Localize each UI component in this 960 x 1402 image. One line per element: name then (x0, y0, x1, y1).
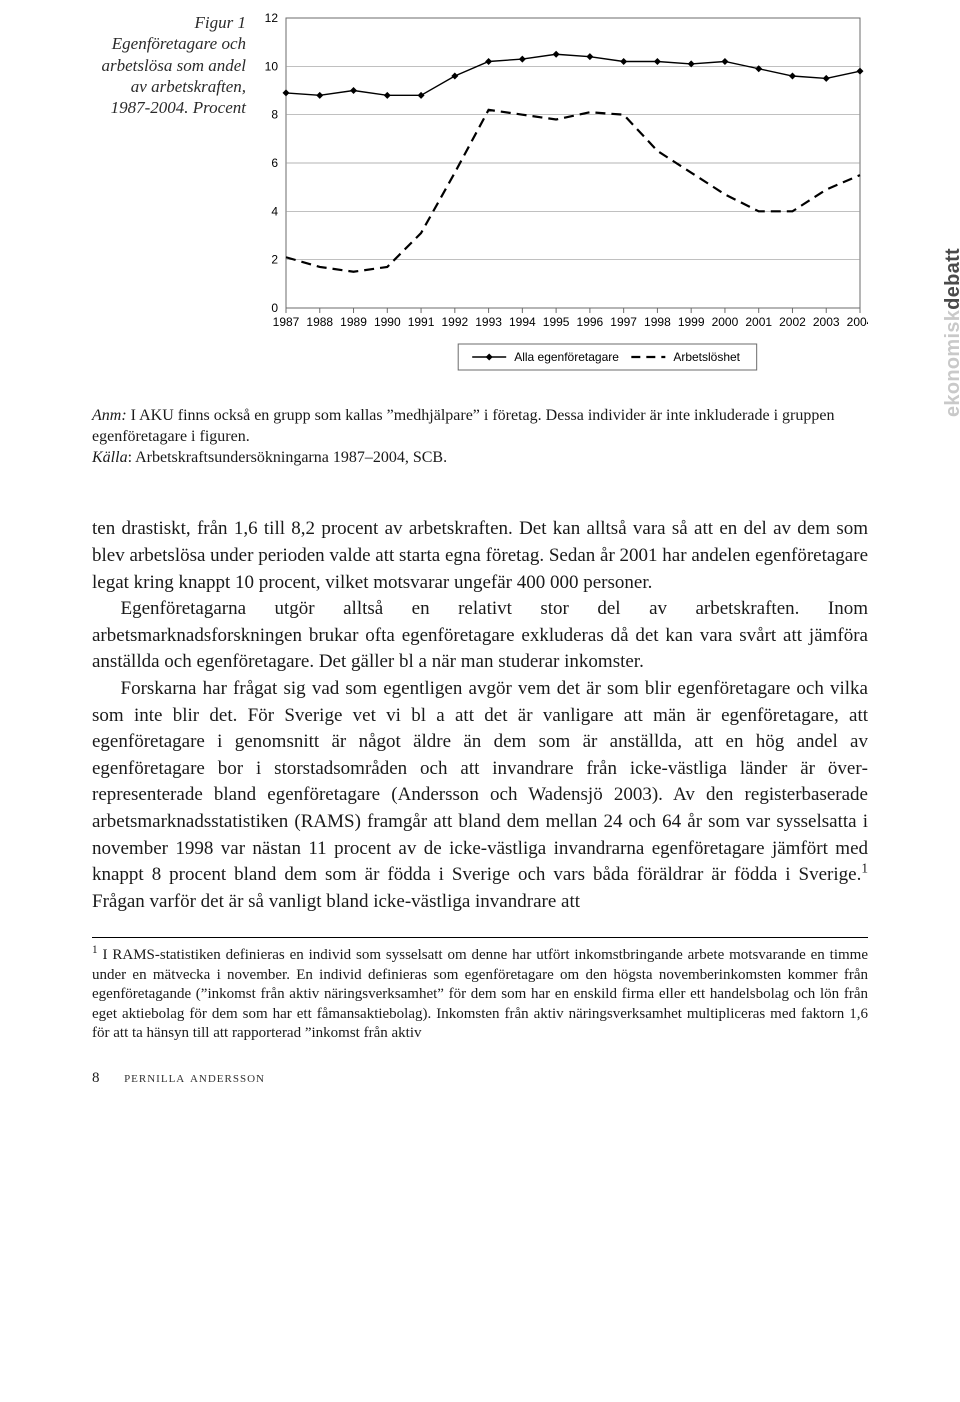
svg-text:1996: 1996 (577, 315, 604, 329)
svg-text:1993: 1993 (475, 315, 502, 329)
svg-text:2: 2 (271, 253, 278, 267)
svg-text:1987: 1987 (273, 315, 300, 329)
svg-text:1995: 1995 (543, 315, 570, 329)
body-paragraph: ten drastiskt, från 1,6 till 8,2 procent… (92, 516, 868, 596)
svg-text:1988: 1988 (306, 315, 333, 329)
svg-text:2003: 2003 (813, 315, 840, 329)
figure-caption-line: Egenföretagare och (112, 34, 246, 53)
sidebar-journal-name: ekonomiskdebatt (942, 248, 960, 417)
svg-text:8: 8 (271, 108, 278, 122)
svg-text:12: 12 (265, 11, 279, 25)
body-span: Forskarna har frågat sig vad som egentli… (92, 678, 868, 885)
page-number: 8 (92, 1070, 120, 1087)
svg-text:Arbetslöshet: Arbetslöshet (673, 350, 740, 364)
page-footer: 8 pernilla andersson (92, 1070, 868, 1087)
note-anm-text: I AKU finns också en grupp som kallas ”m… (92, 407, 834, 445)
figure-number: Figur 1 (195, 13, 246, 32)
svg-text:2001: 2001 (745, 315, 772, 329)
sidebar-dark: debatt (942, 248, 960, 310)
figure-caption-line: arbetslösa som andel (102, 56, 247, 75)
svg-text:1998: 1998 (644, 315, 671, 329)
body-paragraph: Egenföretagarna utgör alltså en relativt… (92, 596, 868, 676)
svg-text:1994: 1994 (509, 315, 536, 329)
body-span: Frågan varför det är så vanligt bland ic… (92, 891, 580, 912)
svg-text:6: 6 (271, 156, 278, 170)
svg-text:1999: 1999 (678, 315, 705, 329)
footnote-block: 1 I RAMS-statistiken definieras en indiv… (92, 946, 868, 1044)
note-kalla-text: : Arbetskraftsundersökningarna 1987–2004… (128, 449, 448, 466)
line-chart: 0 2 4 6 8 10 12 1987 1988 1989 1990 1991 1992 1993 199… (254, 10, 868, 380)
svg-text:1991: 1991 (408, 315, 435, 329)
figure-caption: Figur 1 Egenföretagare och arbetslösa so… (92, 10, 254, 118)
svg-text:1992: 1992 (441, 315, 468, 329)
svg-text:0: 0 (271, 301, 278, 315)
footnote-ref: 1 (861, 861, 868, 876)
body-paragraph: Forskarna har frågat sig vad som egentli… (92, 676, 868, 915)
svg-text:10: 10 (265, 59, 279, 73)
svg-text:2000: 2000 (712, 315, 739, 329)
body-text: ten drastiskt, från 1,6 till 8,2 procent… (92, 516, 868, 915)
figure-note: Anm: I AKU finns också en grupp som kall… (92, 406, 868, 468)
sidebar-light: ekonomisk (942, 310, 960, 417)
footnote-separator (92, 937, 868, 938)
figure-caption-line: 1987-2004. Procent (111, 98, 246, 117)
svg-text:4: 4 (271, 204, 278, 218)
note-kalla-label: Källa (92, 449, 128, 466)
svg-text:2004: 2004 (847, 315, 868, 329)
footer-author: pernilla andersson (124, 1070, 265, 1086)
note-anm-label: Anm: (92, 407, 127, 424)
svg-text:2002: 2002 (779, 315, 806, 329)
footnote-text: I RAMS-statistiken definieras en individ… (92, 947, 868, 1041)
svg-text:1990: 1990 (374, 315, 401, 329)
chart-area: 0 2 4 6 8 10 12 1987 1988 1989 1990 1991 1992 1993 199… (254, 10, 868, 380)
figure-caption-line: av arbetskraften, (131, 77, 246, 96)
svg-text:Alla egenföretagare: Alla egenföretagare (514, 350, 619, 364)
svg-text:1997: 1997 (610, 315, 637, 329)
svg-text:1989: 1989 (340, 315, 367, 329)
